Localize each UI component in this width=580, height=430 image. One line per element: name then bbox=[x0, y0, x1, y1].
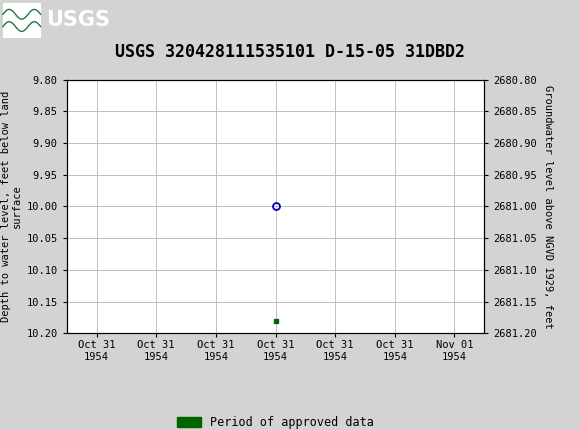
Legend: Period of approved data: Period of approved data bbox=[172, 412, 379, 430]
Bar bbox=[3, 3, 41, 37]
Text: USGS: USGS bbox=[46, 10, 110, 31]
Y-axis label: Groundwater level above NGVD 1929, feet: Groundwater level above NGVD 1929, feet bbox=[543, 85, 553, 328]
Text: USGS 320428111535101 D-15-05 31DBD2: USGS 320428111535101 D-15-05 31DBD2 bbox=[115, 43, 465, 61]
Y-axis label: Depth to water level, feet below land
surface: Depth to water level, feet below land su… bbox=[1, 91, 22, 322]
